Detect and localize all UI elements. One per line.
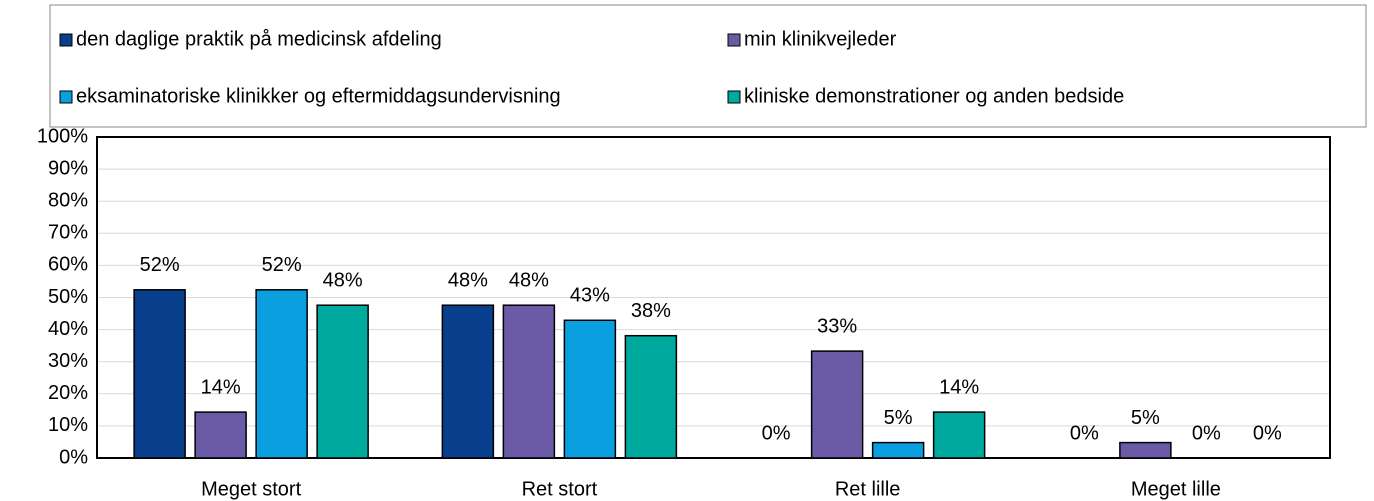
y-tick-label: 30% [48, 350, 88, 372]
bar [255, 289, 308, 459]
legend-swatch [59, 90, 73, 104]
data-label: 52% [140, 254, 180, 276]
bar [316, 304, 369, 459]
bar [194, 411, 247, 459]
bar [932, 411, 986, 459]
data-label: 52% [262, 254, 302, 276]
data-label: 43% [570, 285, 610, 307]
x-tick-label: Ret lille [835, 478, 901, 500]
y-tick-label: 100% [37, 125, 88, 147]
legend-swatch [727, 90, 741, 104]
bar [871, 441, 925, 459]
legend-label: kliniske demonstrationer og anden bedsid… [744, 85, 1124, 107]
data-label: 48% [323, 269, 363, 291]
data-label: 14% [201, 376, 241, 398]
bar [563, 319, 617, 459]
data-label: 33% [817, 315, 857, 337]
bar [810, 350, 864, 459]
data-label: 14% [939, 376, 979, 398]
data-label: 0% [1192, 422, 1221, 444]
data-label: 0% [762, 422, 791, 444]
x-tick-label: Meget stort [201, 478, 301, 500]
bar [624, 334, 678, 459]
plot-frame [96, 136, 1331, 459]
y-tick-label: 0% [59, 446, 88, 468]
legend-label: eksaminatoriske klinikker og eftermiddag… [76, 85, 561, 107]
bar [441, 304, 495, 459]
y-tick-label: 40% [48, 318, 88, 340]
x-tick-label: Ret stort [522, 478, 598, 500]
data-label: 38% [631, 300, 671, 322]
x-tick-label: Meget lille [1131, 478, 1221, 500]
y-tick-label: 60% [48, 254, 88, 276]
y-tick-label: 10% [48, 414, 88, 436]
y-tick-label: 20% [48, 382, 88, 404]
legend-box [49, 4, 1367, 128]
bar [133, 289, 186, 459]
y-tick-label: 80% [48, 189, 88, 211]
legend-label: den daglige praktik på medicinsk afdelin… [76, 28, 442, 50]
bar [502, 304, 556, 459]
y-tick-label: 50% [48, 286, 88, 308]
data-label: 0% [1253, 422, 1282, 444]
data-label: 5% [1131, 407, 1160, 429]
legend-swatch [59, 33, 73, 47]
data-label: 48% [509, 269, 549, 291]
y-tick-label: 90% [48, 157, 88, 179]
legend-label: min klinikvejleder [744, 28, 897, 50]
data-label: 5% [884, 407, 913, 429]
data-label: 0% [1070, 422, 1099, 444]
legend-swatch [727, 33, 741, 47]
y-tick-label: 70% [48, 222, 88, 244]
bar [1119, 441, 1172, 459]
data-label: 48% [448, 269, 488, 291]
